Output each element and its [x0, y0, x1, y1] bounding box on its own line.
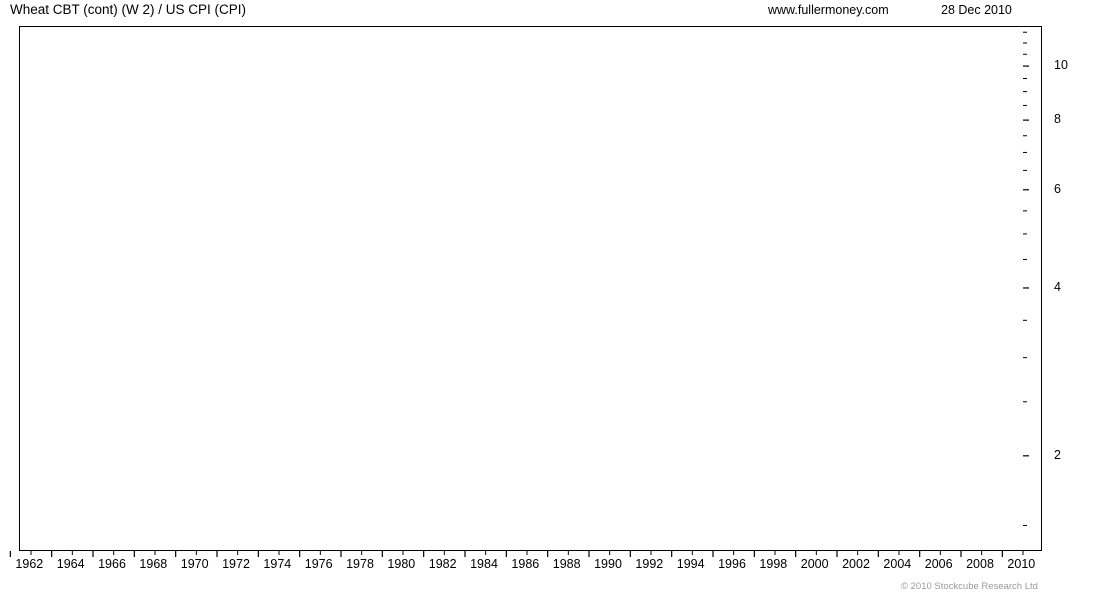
x-axis-tick-label: 1990 — [594, 557, 622, 571]
x-axis-tick-label: 1996 — [718, 557, 746, 571]
y-axis-tick-label: 4 — [1054, 279, 1061, 294]
y-axis-tick-label: 8 — [1054, 112, 1061, 127]
y-axis-tick-label: 10 — [1054, 58, 1068, 73]
page-title: Wheat CBT (cont) (W 2) / US CPI (CPI) — [10, 2, 247, 17]
site-url-label: www.fullermoney.com — [768, 3, 889, 17]
x-axis-tick-label: 1962 — [15, 557, 44, 571]
chart-date-label: 28 Dec 2010 — [941, 3, 1012, 17]
x-axis-tick-label: 1994 — [676, 557, 705, 571]
x-axis-tick-label: 1966 — [98, 557, 126, 571]
y-axis-tick-label: 6 — [1054, 181, 1061, 196]
x-axis-tick-label: 2000 — [800, 557, 829, 571]
chart-plot-area — [19, 26, 1042, 551]
x-axis-tick-label: 1986 — [511, 557, 540, 571]
x-axis-tick-label: 1974 — [263, 557, 292, 571]
x-axis-tick-label: 1976 — [304, 557, 333, 571]
x-axis-tick-label: 1968 — [139, 557, 168, 571]
x-axis-tick-label: 2002 — [842, 557, 870, 571]
x-axis-tick-label: 1988 — [552, 557, 581, 571]
x-axis-tick-label: 2004 — [883, 557, 912, 571]
y-axis-tick-label: 2 — [1054, 447, 1061, 462]
x-axis-labels: 1962 1964 1966 1968 1970 1972 1974 1976 1978 1980… — [0, 557, 1100, 577]
x-axis-tick-label: 2010 — [1007, 557, 1036, 571]
x-axis-tick-label: 2008 — [966, 557, 994, 571]
y-axis-labels: 2 4 6 8 10 — [1048, 0, 1100, 600]
x-axis-tick-label: 1978 — [346, 557, 374, 571]
x-axis-tick-label: 1982 — [428, 557, 457, 571]
x-axis-tick-label: 1980 — [387, 557, 416, 571]
x-axis-tick-label: 2006 — [924, 557, 953, 571]
x-axis-tick-label: 1970 — [180, 557, 209, 571]
x-axis-tick-label: 1964 — [56, 557, 85, 571]
x-axis-tick-label: 1972 — [222, 557, 250, 571]
x-axis-tick-label: 1992 — [635, 557, 664, 571]
x-axis-tick-label: 1998 — [759, 557, 788, 571]
x-axis-tick-label: 1984 — [470, 557, 498, 571]
chart-frame — [19, 26, 1042, 551]
copyright-label: © 2010 Stockcube Research Ltd — [901, 581, 1038, 592]
chart-header: Wheat CBT (cont) (W 2) / US CPI (CPI) ww… — [0, 0, 1100, 26]
